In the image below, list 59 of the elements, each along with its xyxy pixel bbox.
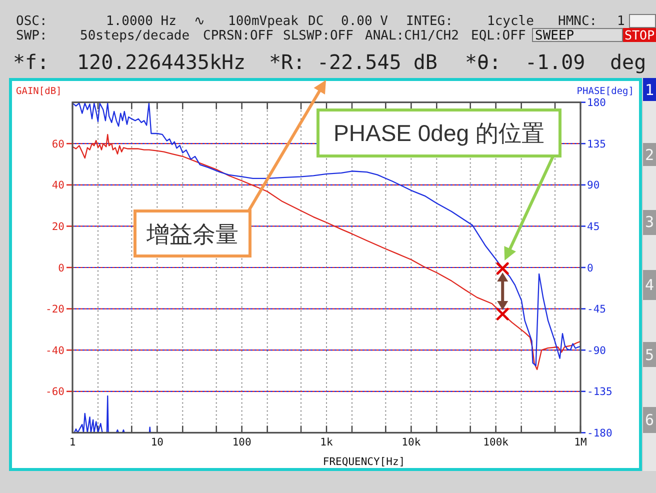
- x-tick-label: 100: [232, 436, 252, 449]
- text: OSC:: [16, 14, 48, 29]
- y2-tick-label: 90: [587, 180, 600, 192]
- x-axis-title: FREQUENCY[Hz]: [322, 456, 406, 468]
- y-tick-label: 0: [58, 262, 64, 274]
- text: 1cycle: [487, 14, 534, 29]
- text: 6: [644, 411, 654, 429]
- text: SWP:: [16, 28, 48, 44]
- annotation: PHASE 0deg 的位置: [334, 120, 544, 146]
- y-tick-label: -40: [46, 344, 64, 357]
- annotation: 增益余量: [146, 222, 238, 247]
- text: *f:: [13, 50, 50, 74]
- x-tick-label: 1M: [574, 436, 587, 449]
- text: 1: [644, 81, 654, 99]
- text: *θ:: [465, 50, 502, 74]
- y2-tick-label: 135: [587, 138, 606, 150]
- text: deg: [610, 50, 646, 74]
- text: 4: [644, 276, 654, 294]
- text: 120.2264435kHz: [77, 50, 246, 74]
- text: ∿: [194, 14, 205, 29]
- x-tick-label: 10: [150, 436, 164, 449]
- y-tick-label: 60: [52, 138, 64, 150]
- y-tick-label: -60: [46, 386, 64, 398]
- text: 3: [644, 213, 654, 231]
- text: INTEG:: [406, 14, 453, 29]
- text: 5: [644, 346, 654, 364]
- text: *R:: [269, 50, 306, 74]
- text: 0.00 V: [341, 14, 388, 29]
- y-tick-label: 40: [52, 180, 64, 192]
- y-tick-label: -20: [46, 304, 64, 316]
- y-axis-title: GAIN[dB]: [16, 86, 62, 97]
- x-tick-label: 10k: [402, 436, 422, 449]
- y2-tick-label: -90: [587, 344, 606, 357]
- y2-tick-label: -180: [587, 428, 612, 440]
- text: SLSWP:OFF: [283, 28, 354, 44]
- text: 100mVpeak: [228, 14, 299, 29]
- x-tick-label: 1k: [320, 436, 334, 449]
- text: CPRSN:OFF: [203, 28, 274, 44]
- x-tick-label: 1: [69, 436, 76, 449]
- y2-tick-label: 45: [587, 221, 600, 233]
- y-tick-label: 20: [52, 221, 64, 233]
- text: 1: [617, 14, 625, 29]
- text: STOP: [624, 28, 655, 42]
- text: EQL:OFF: [471, 28, 526, 44]
- text: -22.545 dB: [317, 50, 438, 74]
- text: -1.09: [525, 50, 586, 74]
- x-tick-label: 100k: [483, 436, 510, 449]
- y2-tick-label: -135: [587, 386, 612, 398]
- text: 50steps/decade: [80, 28, 190, 44]
- y2-tick-label: 180: [587, 97, 606, 110]
- y2-tick-label: -45: [587, 304, 606, 316]
- text: SWEEP: [535, 28, 574, 44]
- text: HMNC:: [558, 14, 598, 29]
- text: 1.0000 Hz: [106, 14, 176, 29]
- text: DC: [308, 14, 324, 29]
- y2-axis-title: PHASE[deg]: [576, 86, 634, 97]
- text: 2: [644, 146, 654, 164]
- y2-tick-label: 0: [587, 262, 594, 274]
- text: ANAL:CH1/CH2: [365, 28, 459, 44]
